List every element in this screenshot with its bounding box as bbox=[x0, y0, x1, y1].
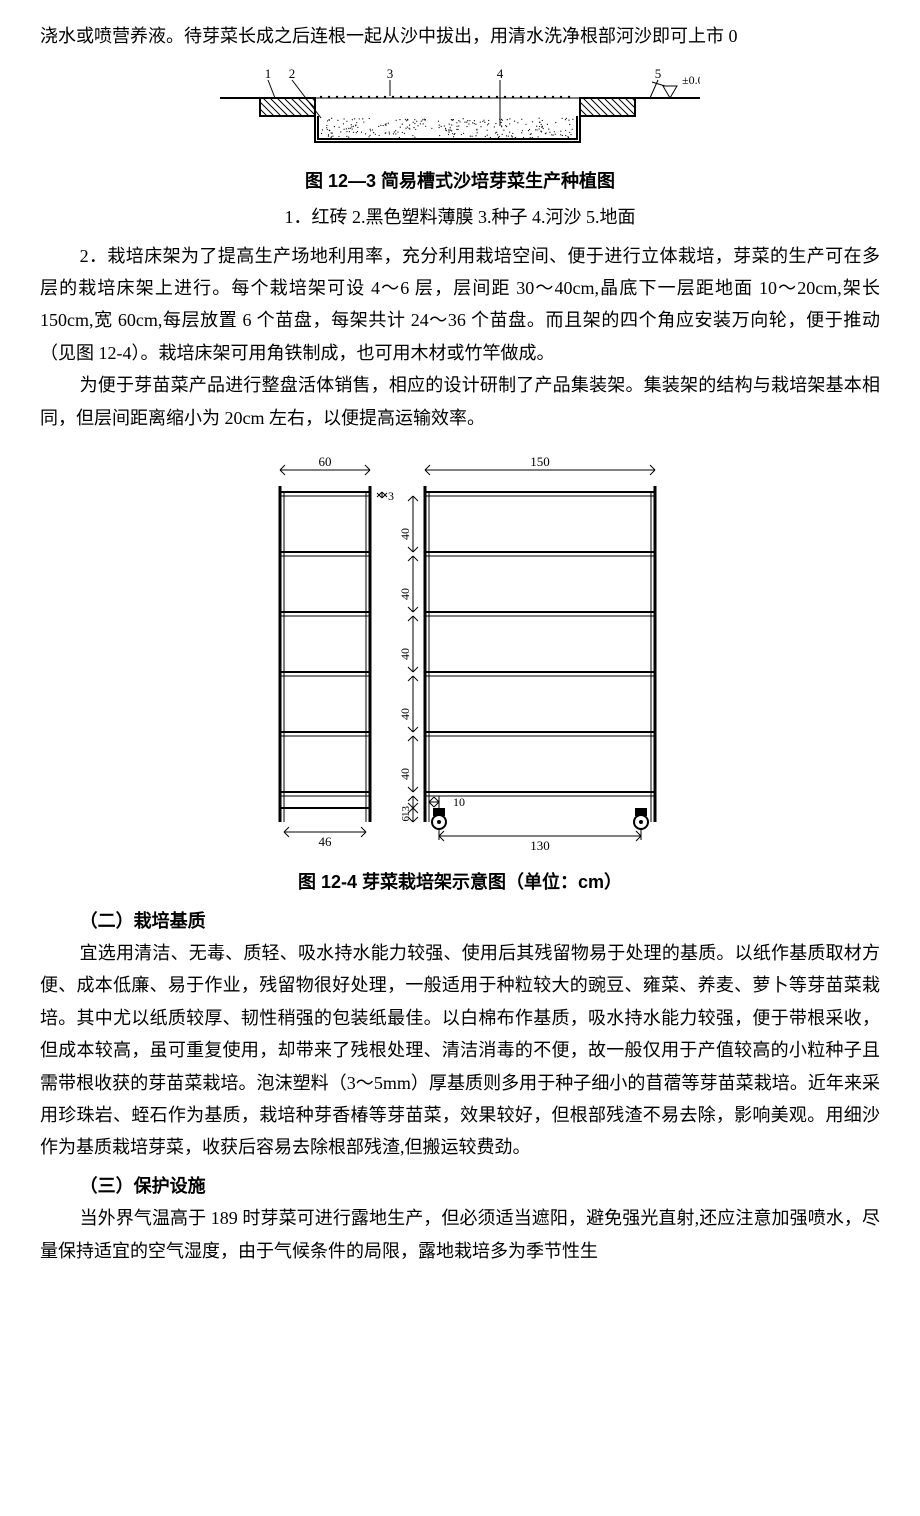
paragraph-rack-a: 2．栽培床架为了提高生产场地利用率，充分利用栽培空间、便于进行立体栽培，芽菜的生… bbox=[40, 240, 880, 370]
svg-text:60: 60 bbox=[319, 454, 332, 469]
svg-text:3: 3 bbox=[387, 66, 394, 81]
svg-text:10: 10 bbox=[453, 795, 465, 809]
paragraph-intro: 浇水或喷营养液。待芽菜长成之后连根一起从沙中拔出，用清水洗净根部河沙即可上市 0 bbox=[40, 20, 880, 52]
figure-12-3-legend: 1．红砖 2.黑色塑料薄膜 3.种子 4.河沙 5.地面 bbox=[40, 201, 880, 233]
svg-text:3: 3 bbox=[388, 489, 394, 503]
heading-substrate: （二）栽培基质 bbox=[40, 905, 880, 937]
svg-text:130: 130 bbox=[530, 838, 550, 852]
svg-text:4: 4 bbox=[497, 66, 504, 81]
figure-12-3: 1 2 3 4 5 ±0.00 bbox=[40, 60, 880, 160]
figure-12-3-caption: 图 12—3 简易槽式沙培芽菜生产种植图 bbox=[40, 165, 880, 197]
paragraph-rack-b: 为便于芽苗菜产品进行整盘活体销售，相应的设计研制了产品集装架。集装架的结构与栽培… bbox=[40, 369, 880, 434]
svg-text:6: 6 bbox=[400, 815, 412, 821]
svg-text:1: 1 bbox=[265, 66, 272, 81]
svg-text:±0.00: ±0.00 bbox=[682, 73, 700, 87]
svg-text:46: 46 bbox=[319, 834, 333, 849]
paragraph-substrate: 宜选用清洁、无毒、质轻、吸水持水能力较强、使用后其残留物易于处理的基质。以纸作基… bbox=[40, 937, 880, 1164]
svg-text:40: 40 bbox=[398, 768, 412, 780]
svg-text:40: 40 bbox=[398, 528, 412, 540]
svg-text:2: 2 bbox=[289, 66, 296, 81]
svg-text:40: 40 bbox=[398, 588, 412, 600]
svg-text:40: 40 bbox=[398, 708, 412, 720]
svg-text:150: 150 bbox=[530, 454, 550, 469]
figure-12-4-caption: 图 12-4 芽菜栽培架示意图（单位：cm） bbox=[40, 866, 880, 898]
heading-protection: （三）保护设施 bbox=[40, 1170, 880, 1202]
paragraph-protection: 当外界气温高于 189 时芽菜可进行露地生产，但必须适当遮阳，避免强光直射,还应… bbox=[40, 1202, 880, 1267]
figure-12-4: 60346150404040404013610130 bbox=[40, 442, 880, 862]
svg-text:5: 5 bbox=[655, 66, 662, 81]
svg-text:40: 40 bbox=[398, 648, 412, 660]
